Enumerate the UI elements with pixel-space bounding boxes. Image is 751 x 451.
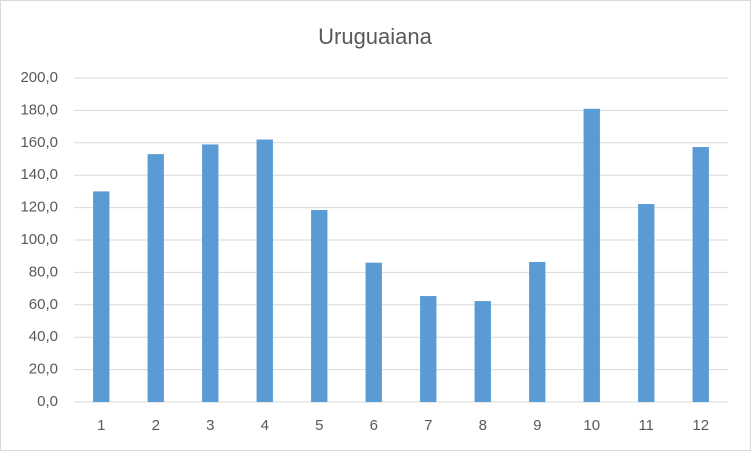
y-tick-label: 100,0 <box>20 231 58 248</box>
x-tick-label: 5 <box>315 417 323 434</box>
bar <box>202 144 219 403</box>
y-tick-label: 160,0 <box>20 134 58 151</box>
y-tick-label: 140,0 <box>20 166 58 183</box>
bar <box>147 154 164 402</box>
x-tick-label: 8 <box>479 417 487 434</box>
bar <box>93 191 110 402</box>
y-tick-label: 200,0 <box>20 69 58 86</box>
y-tick-label: 0,0 <box>37 393 58 410</box>
x-tick-label: 12 <box>692 417 709 434</box>
chart-title: Uruguaiana <box>318 24 433 49</box>
bar <box>365 262 382 402</box>
bar <box>529 262 546 402</box>
x-tick-label: 3 <box>206 417 214 434</box>
bar <box>420 296 437 402</box>
x-tick-label: 6 <box>370 417 378 434</box>
y-tick-label: 20,0 <box>29 361 58 378</box>
y-tick-label: 180,0 <box>20 101 58 118</box>
bar <box>311 210 328 402</box>
y-tick-label: 80,0 <box>29 263 58 280</box>
x-tick-label: 10 <box>583 417 600 434</box>
y-tick-label: 120,0 <box>20 199 58 216</box>
bar <box>583 108 600 402</box>
x-tick-label: 4 <box>261 417 269 434</box>
y-tick-label: 40,0 <box>29 328 58 345</box>
y-tick-label: 60,0 <box>29 296 58 313</box>
bar <box>256 139 273 402</box>
x-tick-label: 2 <box>152 417 160 434</box>
x-tick-label: 7 <box>424 417 432 434</box>
x-tick-label: 1 <box>97 417 105 434</box>
bar <box>692 147 709 402</box>
bar <box>638 204 655 402</box>
x-tick-label: 11 <box>638 417 654 434</box>
x-tick-label: 9 <box>533 417 541 434</box>
bar <box>474 301 491 402</box>
